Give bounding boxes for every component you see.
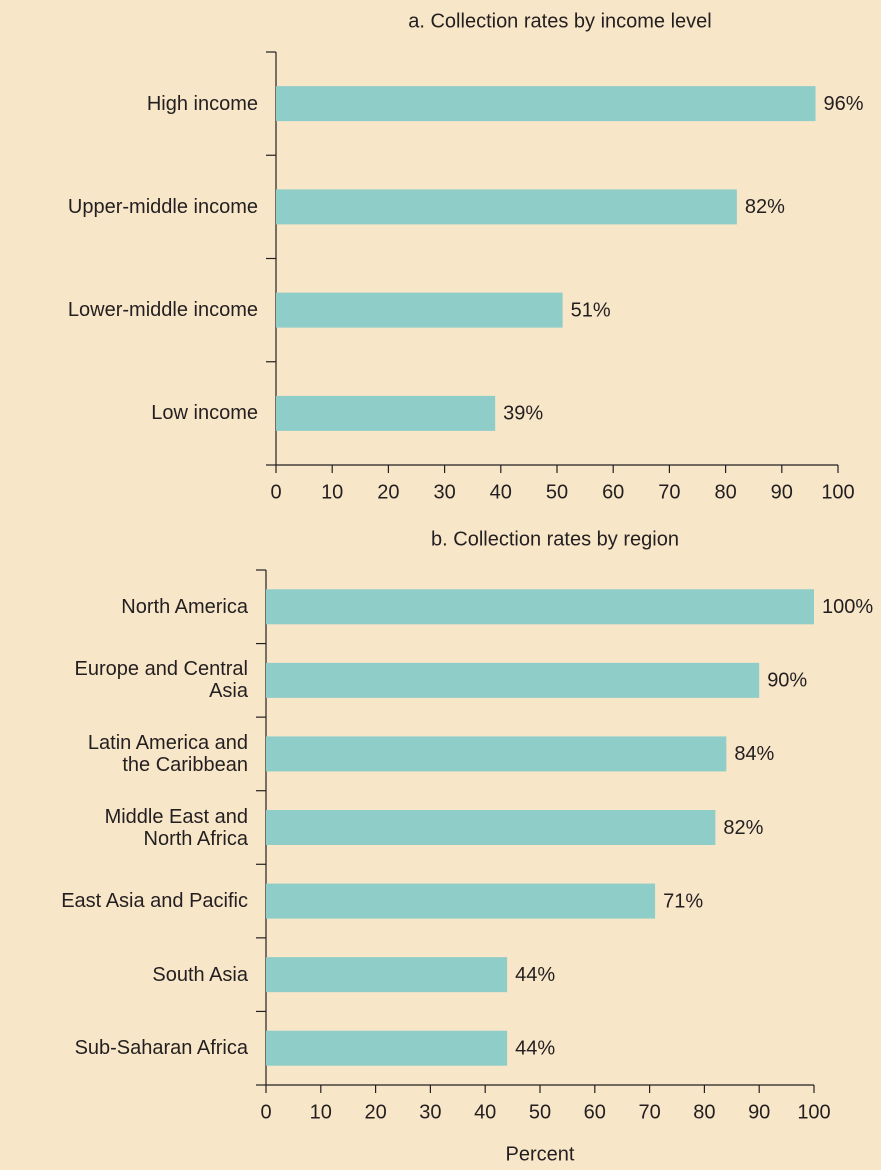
value-label: 51% xyxy=(571,299,611,321)
x-tick-label: 40 xyxy=(490,481,512,503)
category-label: Sub-Saharan Africa xyxy=(74,1037,248,1060)
x-tick-label: 50 xyxy=(529,1101,551,1123)
category-label: South Asia xyxy=(152,963,248,986)
chart-title: b. Collection rates by region xyxy=(431,528,679,550)
chart-title: a. Collection rates by income level xyxy=(408,10,711,32)
bar xyxy=(266,957,508,993)
x-tick-label: 90 xyxy=(771,481,793,503)
x-axis-label: Percent xyxy=(506,1143,575,1165)
x-tick-label: 60 xyxy=(584,1101,606,1123)
bar xyxy=(266,736,727,772)
value-label: 100% xyxy=(822,596,873,618)
x-tick-label: 80 xyxy=(693,1101,715,1123)
category-label: Low income xyxy=(151,402,258,425)
value-label: 44% xyxy=(515,964,555,986)
value-label: 84% xyxy=(734,743,774,765)
x-tick-label: 70 xyxy=(638,1101,660,1123)
x-tick-label: 0 xyxy=(270,481,281,503)
value-label: 39% xyxy=(503,403,543,425)
bar xyxy=(266,1030,508,1066)
x-tick-label: 10 xyxy=(321,481,343,503)
bar xyxy=(266,662,760,698)
x-tick-label: 40 xyxy=(474,1101,496,1123)
x-tick-label: 100 xyxy=(797,1101,830,1123)
x-tick-label: 30 xyxy=(433,481,455,503)
x-tick-label: 0 xyxy=(260,1101,271,1123)
category-label: High income xyxy=(146,92,258,115)
x-tick-label: 70 xyxy=(658,481,680,503)
value-label: 82% xyxy=(723,817,763,839)
category-label: East Asia and Pacific xyxy=(61,890,248,913)
x-tick-label: 60 xyxy=(602,481,624,503)
bar xyxy=(276,86,816,122)
value-label: 96% xyxy=(824,93,864,115)
x-tick-label: 10 xyxy=(310,1101,332,1123)
x-tick-label: 20 xyxy=(364,1101,386,1123)
bar xyxy=(266,810,716,845)
category-label: Middle East and North Africa xyxy=(104,805,248,850)
x-tick-label: 30 xyxy=(419,1101,441,1123)
bar xyxy=(266,589,814,625)
category-label: North America xyxy=(121,595,248,618)
x-tick-label: 90 xyxy=(748,1101,770,1123)
value-label: 82% xyxy=(745,196,785,218)
value-label: 71% xyxy=(663,890,703,912)
x-tick-label: 50 xyxy=(546,481,568,503)
category-label: Latin America and the Caribbean xyxy=(87,731,248,776)
x-tick-label: 100 xyxy=(821,481,854,503)
x-tick-label: 20 xyxy=(377,481,399,503)
bar xyxy=(276,189,737,225)
value-label: 90% xyxy=(767,670,807,692)
bar xyxy=(266,883,656,919)
x-tick-label: 80 xyxy=(714,481,736,503)
category-label: Upper-middle income xyxy=(67,195,258,218)
bar xyxy=(276,395,496,431)
category-label: Europe and Central Asia xyxy=(74,658,248,703)
bar xyxy=(276,292,563,328)
category-label: Lower-middle income xyxy=(67,299,258,322)
value-label: 44% xyxy=(515,1037,555,1059)
